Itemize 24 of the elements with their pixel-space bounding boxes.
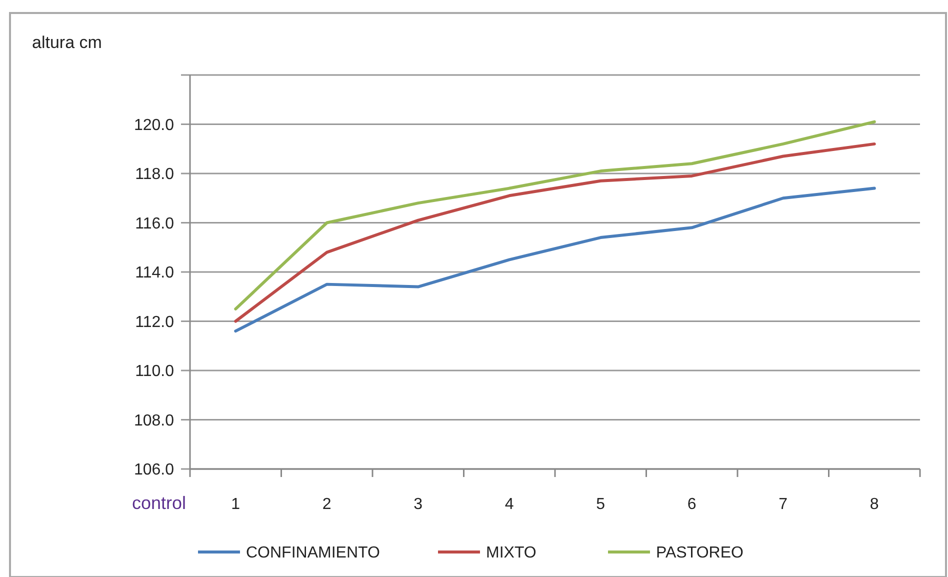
y-tick-label: 116.0 [135,215,174,232]
legend-label: PASTOREO [656,544,744,562]
x-tick-label: 5 [596,496,606,513]
y-tick-label: 114.0 [135,264,174,282]
y-tick-label: 106.0 [134,462,174,479]
legend-label: CONFINAMIENTO [246,544,380,562]
x-tick-label: 8 [870,496,879,513]
y-axis-title: altura cm [32,33,102,52]
x-axis-title: control [132,493,186,513]
y-tick-label: 112.0 [135,314,174,331]
y-tick-label: 108.0 [134,412,174,430]
y-tick-label: 120.0 [134,116,174,134]
line-series [234,142,876,323]
y-tick-label: 118.0 [135,166,174,184]
x-tick-label: 4 [504,496,514,513]
y-tick-label: 110.0 [135,363,174,380]
x-tick-label: 7 [778,496,788,513]
x-tick-label: 3 [414,496,423,513]
x-tick-label: 2 [322,496,332,513]
line-series [234,120,876,310]
legend-label: MIXTO [486,544,536,562]
x-tick-label: 6 [687,496,696,513]
line-series [234,186,876,333]
x-tick-label: 1 [231,496,240,513]
